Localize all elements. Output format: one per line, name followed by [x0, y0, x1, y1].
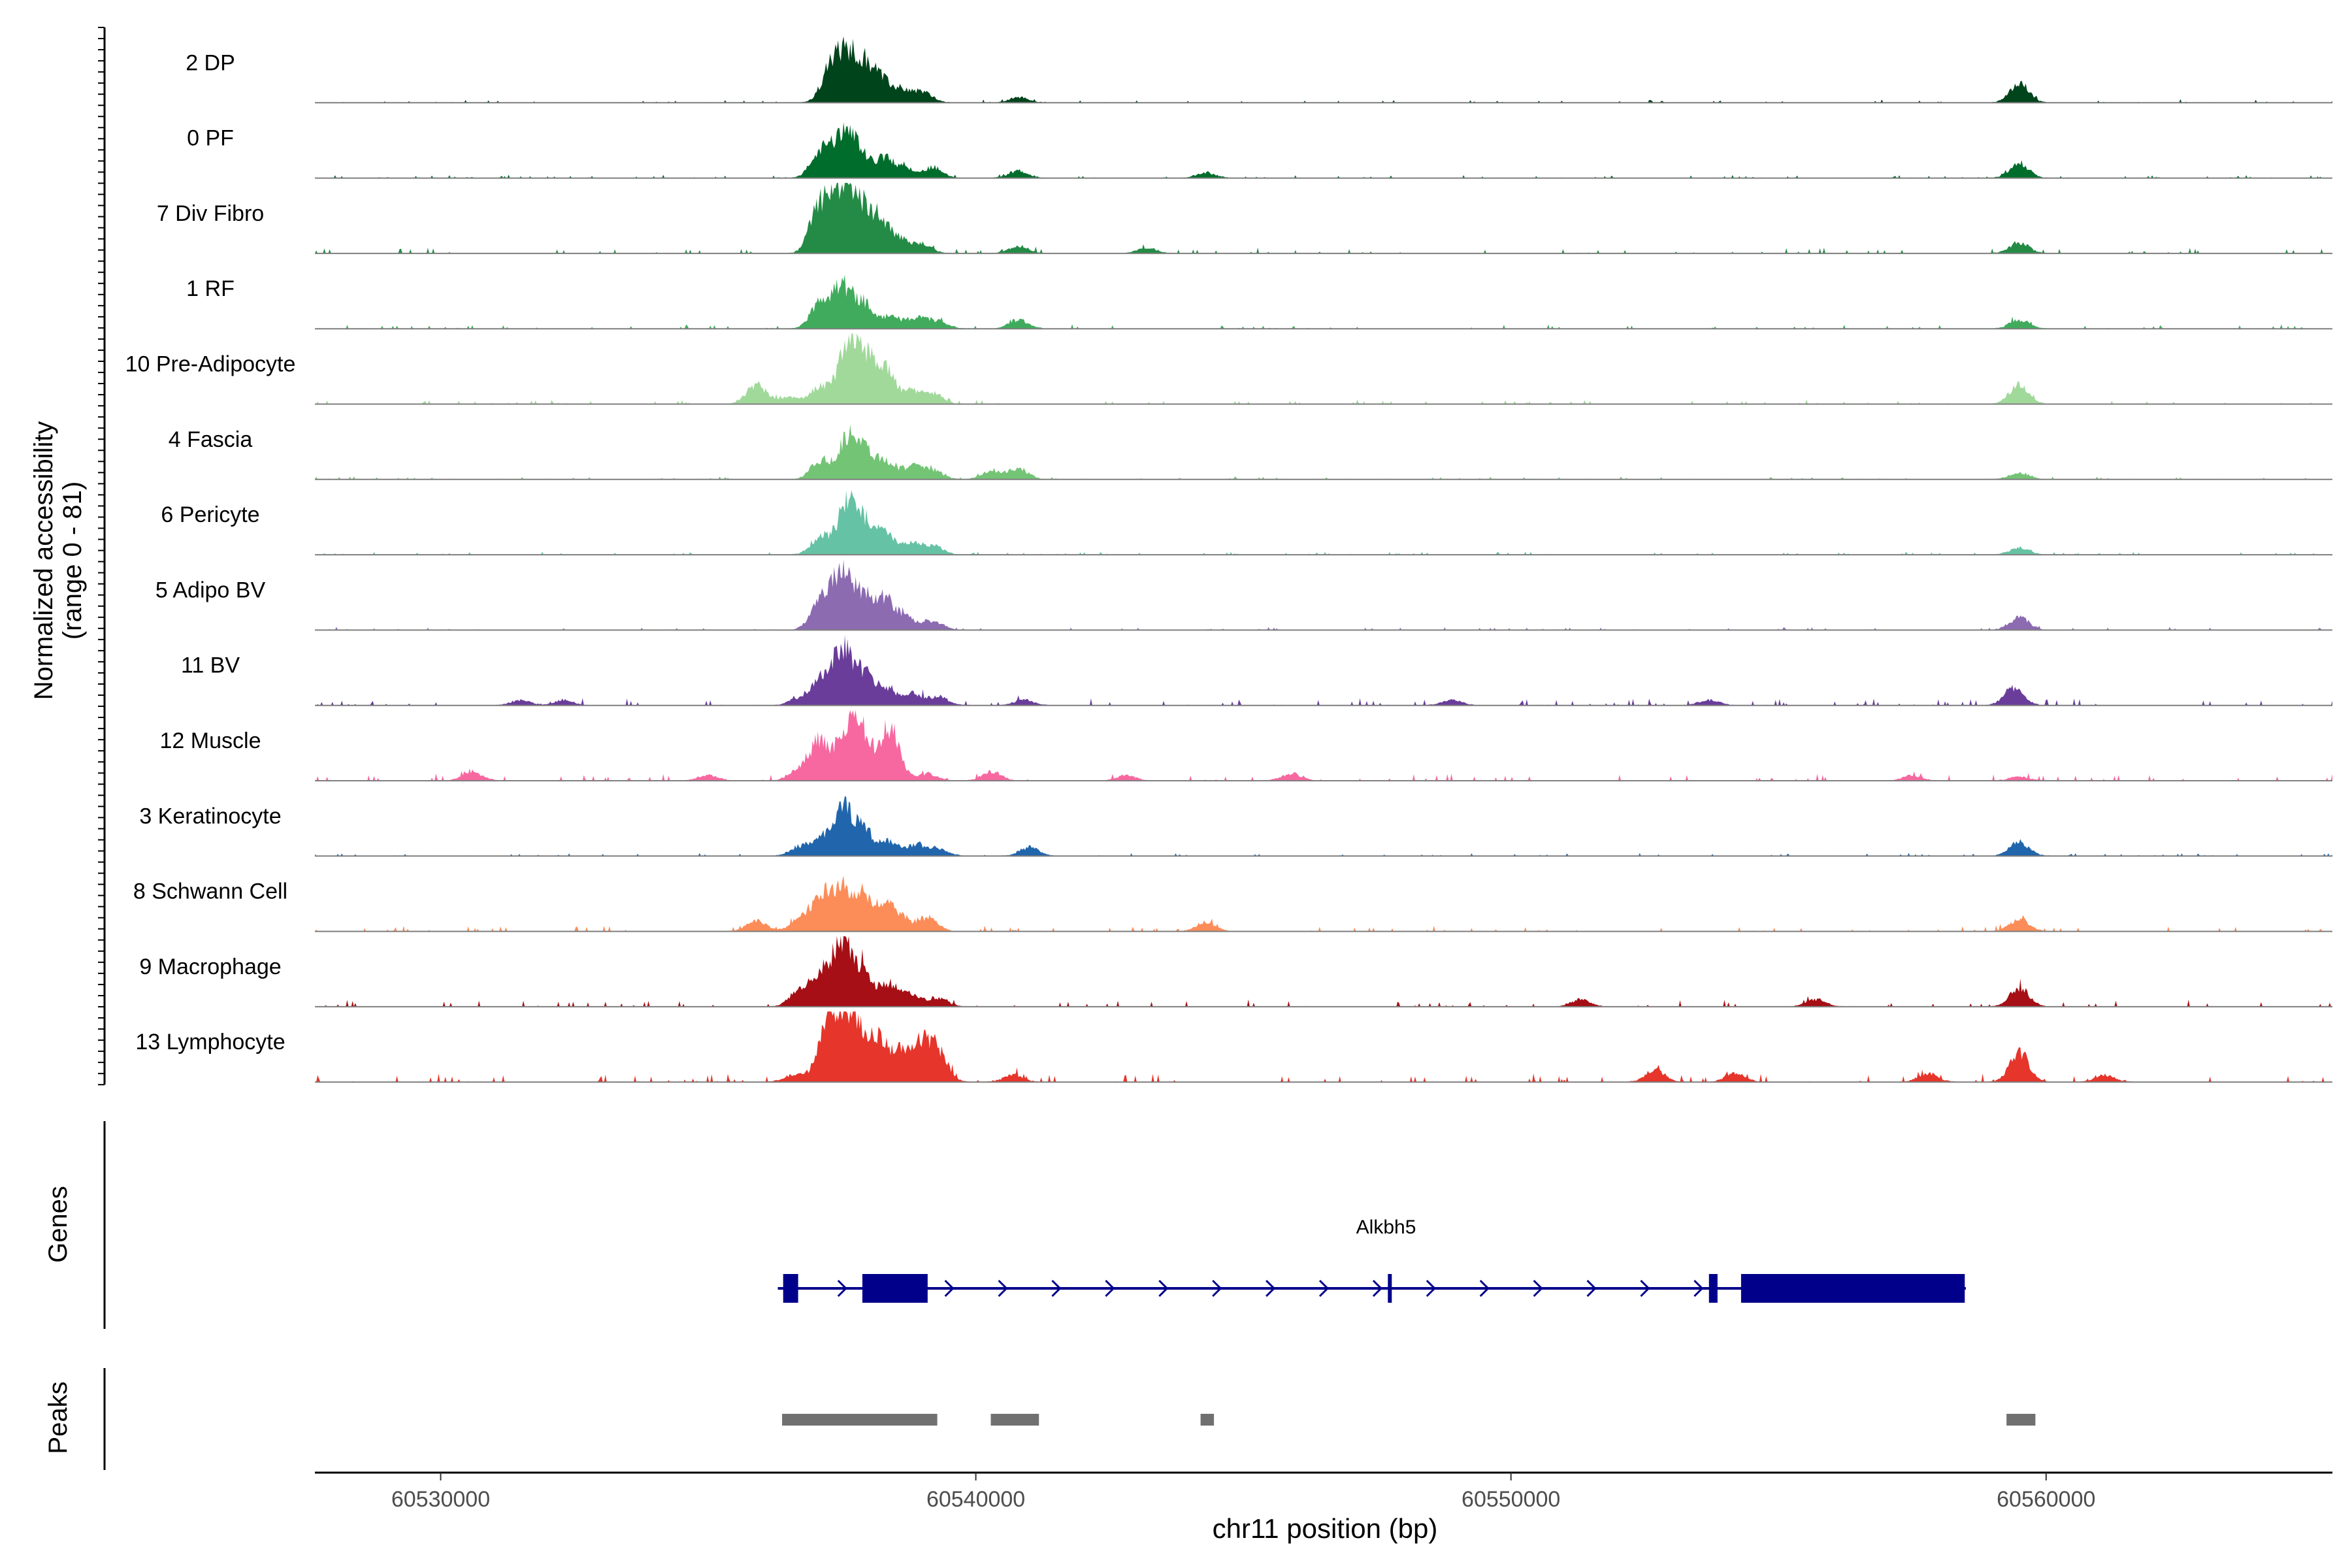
peak-region	[2006, 1414, 2036, 1426]
peak-region	[1200, 1414, 1215, 1426]
coverage-area	[315, 333, 2332, 404]
coverage-area	[315, 559, 2332, 630]
x-tick-label: 60560000	[1997, 1487, 2095, 1512]
track-label: 0 PF	[187, 126, 234, 151]
coverage-area	[315, 875, 2332, 932]
strand-arrow	[944, 1279, 955, 1298]
gene-label: Alkbh5	[1356, 1217, 1416, 1238]
track-label: 3 Keratinocyte	[139, 804, 281, 828]
strand-arrow	[1426, 1279, 1436, 1298]
track-label: 1 RF	[186, 276, 235, 301]
x-tick-label: 60550000	[1462, 1487, 1560, 1512]
y-axis-label-line2: (range 0 - 81)	[58, 482, 87, 640]
track-3: 7 Div Fibro	[157, 182, 2332, 254]
strand-arrow	[998, 1279, 1008, 1298]
exon	[783, 1274, 798, 1303]
strand-arrow	[1586, 1279, 1597, 1298]
peaks-panel	[782, 1414, 2036, 1426]
strand-arrow	[1051, 1279, 1062, 1298]
strand-arrow	[1158, 1279, 1169, 1298]
track-label: 10 Pre-Adipocyte	[125, 352, 296, 377]
track-13: 9 Macrophage	[139, 936, 2332, 1007]
exon	[1388, 1274, 1392, 1303]
track-label: 11 BV	[181, 653, 240, 678]
coverage-area	[315, 424, 2332, 480]
coverage-area	[315, 122, 2332, 178]
track-label: 6 Pericyte	[161, 502, 259, 527]
track-5: 10 Pre-Adipocyte	[125, 333, 2332, 405]
x-tick-label: 60540000	[926, 1487, 1025, 1512]
x-axis-label: chr11 position (bp)	[1213, 1513, 1438, 1544]
track-label: 4 Fascia	[169, 427, 253, 452]
coverage-area	[315, 490, 2332, 555]
x-tick-label: 60530000	[391, 1487, 490, 1512]
track-10: 12 Muscle	[160, 710, 2332, 781]
track-9: 11 BV	[181, 634, 2332, 706]
exon	[1708, 1274, 1718, 1303]
peak-region	[782, 1414, 938, 1426]
coverage-area	[315, 796, 2332, 857]
track-label: 8 Schwann Cell	[133, 879, 287, 904]
axes: 60530000 60540000 60550000 60560000	[98, 27, 2332, 1512]
track-12: 8 Schwann Cell	[133, 875, 2332, 932]
coverage-area	[315, 36, 2332, 103]
track-label: 7 Div Fibro	[157, 201, 264, 226]
track-1: 2 DP	[186, 36, 2332, 104]
strand-arrow	[1533, 1279, 1543, 1298]
track-7: 6 Pericyte	[161, 490, 2332, 556]
track-14: 13 Lymphocyte	[135, 1011, 2332, 1083]
track-4: 1 RF	[186, 274, 2332, 330]
track-label: 13 Lymphocyte	[135, 1030, 285, 1054]
track-8: 5 Adipo BV	[155, 559, 2332, 631]
track-label: 2 DP	[186, 50, 235, 75]
strand-arrow	[1479, 1279, 1490, 1298]
strand-arrow	[1318, 1279, 1330, 1298]
exon	[1740, 1274, 1965, 1303]
strand-arrow	[1105, 1279, 1115, 1298]
track-label: 5 Adipo BV	[155, 578, 266, 602]
coverage-area	[315, 634, 2332, 706]
strand-arrow	[1693, 1279, 1704, 1298]
strand-arrow	[1640, 1279, 1650, 1298]
peak-region	[990, 1414, 1039, 1426]
strand-arrow	[1372, 1279, 1383, 1298]
gene-annotation-panel: Alkbh5	[777, 1217, 1966, 1303]
coverage-area	[315, 936, 2332, 1007]
strand-arrow	[837, 1279, 847, 1298]
coverage-area	[315, 274, 2332, 329]
coverage-tracks: 2 DP 0 PF 7 Div Fibro 1 RF 10 Pre-Adipocyte 4…	[125, 36, 2332, 1083]
track-6: 4 Fascia	[169, 424, 2332, 480]
strand-arrow	[1266, 1279, 1276, 1298]
track-2: 0 PF	[187, 122, 2332, 179]
track-label: 9 Macrophage	[139, 955, 281, 979]
coverage-area	[315, 1011, 2332, 1083]
genes-panel-label: Genes	[44, 1186, 73, 1263]
strand-arrow	[1212, 1279, 1222, 1298]
coverage-area	[315, 182, 2332, 253]
track-label: 12 Muscle	[160, 728, 261, 753]
peaks-panel-label: Peaks	[44, 1381, 73, 1454]
gene-Alkbh5: Alkbh5	[777, 1217, 1966, 1303]
track-11: 3 Keratinocyte	[139, 796, 2332, 857]
y-axis-label-line1: Normalized accessibility	[29, 421, 58, 700]
exon	[862, 1274, 928, 1303]
coverage-area	[315, 710, 2332, 781]
